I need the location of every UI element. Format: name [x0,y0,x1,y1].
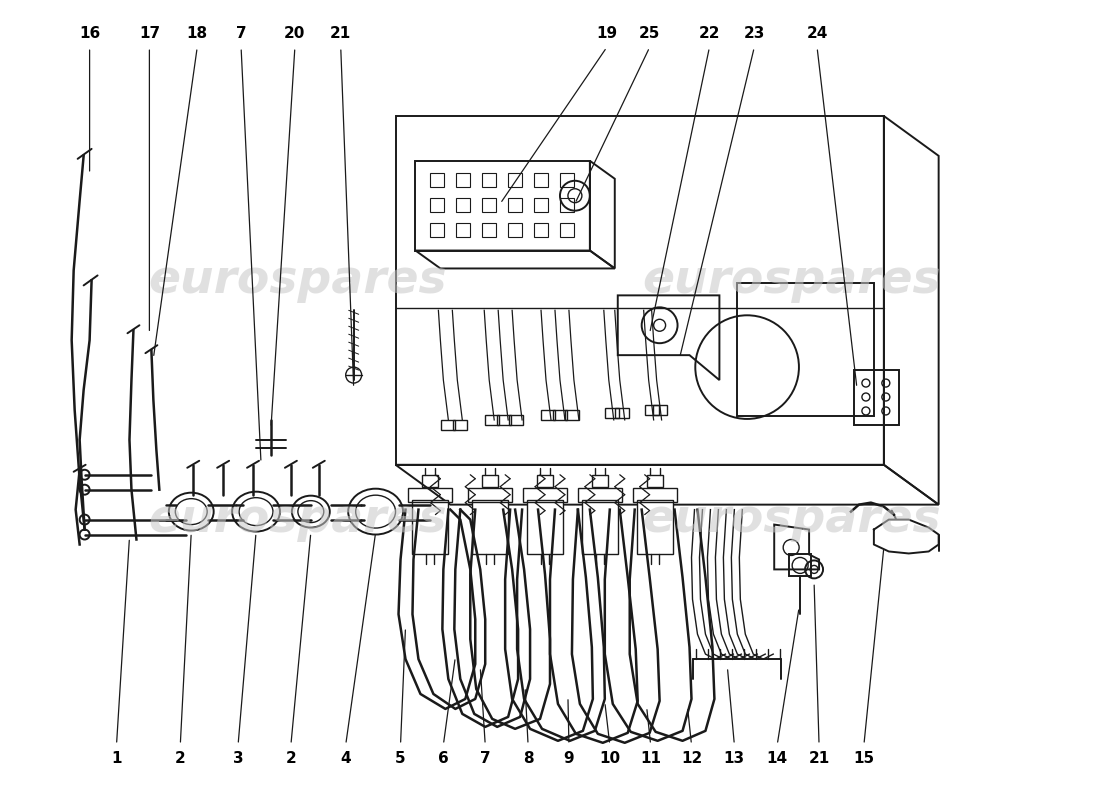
Bar [535,173,548,186]
Text: 25: 25 [639,26,660,41]
Ellipse shape [168,493,213,530]
Bar [582,500,618,554]
Text: 14: 14 [767,751,788,766]
Bar [560,173,574,186]
Bar [565,410,579,420]
Text: 2: 2 [286,751,296,766]
Text: 10: 10 [600,751,620,766]
Text: 8: 8 [522,751,534,766]
Text: 15: 15 [854,751,874,766]
Ellipse shape [292,496,330,527]
Text: 21: 21 [808,751,829,766]
Text: eurospares: eurospares [641,497,940,542]
Bar [453,420,468,430]
Text: eurospares: eurospares [148,497,448,542]
Text: 17: 17 [139,26,159,41]
Bar [647,474,662,486]
Text: 11: 11 [640,751,661,766]
Bar [605,408,619,418]
Bar [737,283,874,416]
Text: 9: 9 [563,751,574,766]
Bar [553,410,566,420]
Bar [535,222,548,237]
Text: 23: 23 [744,26,764,41]
Bar [789,554,811,576]
Bar [456,222,471,237]
Bar [416,161,590,250]
Bar [645,405,659,415]
Ellipse shape [232,492,279,531]
Bar [535,198,548,212]
Bar [508,198,522,212]
Text: eurospares: eurospares [148,258,448,303]
Bar [560,198,574,212]
Bar [456,198,471,212]
Bar [615,408,629,418]
Text: 19: 19 [596,26,617,41]
Bar [472,500,508,554]
Text: 24: 24 [806,26,828,41]
Text: 5: 5 [395,751,406,766]
Bar [469,488,513,502]
Bar [652,405,667,415]
Text: 6: 6 [438,751,449,766]
Bar [430,173,444,186]
Bar [509,415,524,425]
Bar [482,198,496,212]
Bar [422,474,439,486]
Bar [508,173,522,186]
Bar [527,500,563,554]
Bar [408,488,452,502]
Bar [412,500,449,554]
Bar [578,488,621,502]
Text: 7: 7 [235,26,246,41]
Text: 3: 3 [233,751,243,766]
Bar [396,116,883,465]
Text: 13: 13 [724,751,745,766]
Bar [430,198,444,212]
Text: 1: 1 [111,751,122,766]
Bar [537,474,553,486]
Text: 21: 21 [330,26,351,41]
Text: 22: 22 [698,26,720,41]
Text: 16: 16 [79,26,100,41]
Bar [497,415,512,425]
Ellipse shape [349,489,403,534]
Text: 20: 20 [284,26,306,41]
Bar [485,415,499,425]
Text: 4: 4 [340,751,351,766]
Bar [456,173,471,186]
Bar [632,488,676,502]
Text: 18: 18 [187,26,208,41]
Text: 12: 12 [681,751,702,766]
Bar [592,474,608,486]
Bar [430,222,444,237]
Bar [482,173,496,186]
Bar [560,222,574,237]
Bar [441,420,455,430]
Bar [508,222,522,237]
Bar [482,474,498,486]
Bar [637,500,672,554]
Bar [541,410,556,420]
Bar [524,488,567,502]
Text: eurospares: eurospares [641,258,940,303]
Bar [482,222,496,237]
Text: 7: 7 [480,751,491,766]
Bar [854,370,899,425]
Text: 2: 2 [175,751,186,766]
